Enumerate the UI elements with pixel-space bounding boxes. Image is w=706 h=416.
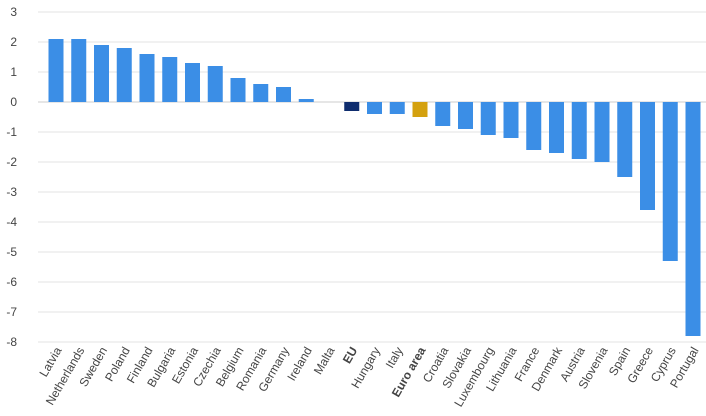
bar-netherlands xyxy=(71,39,87,102)
y-tick-label: 3 xyxy=(10,5,17,19)
bar-austria xyxy=(571,102,587,159)
bar-portugal xyxy=(685,102,701,336)
bar-cyprus xyxy=(662,102,678,261)
bar-lithuania xyxy=(503,102,519,138)
bar-denmark xyxy=(549,102,564,153)
bar-euro-area xyxy=(412,102,428,117)
bar-sweden xyxy=(94,45,109,102)
y-tick-label: -6 xyxy=(6,275,17,289)
bar-greece xyxy=(640,102,655,210)
y-tick-label: -2 xyxy=(6,155,17,169)
bar-spain xyxy=(617,102,633,177)
x-tick-label: Malta xyxy=(311,344,338,377)
y-tick-label: 1 xyxy=(10,65,17,79)
bar-luxembourg xyxy=(480,102,496,135)
bar-estonia xyxy=(185,63,200,102)
bar-hungary xyxy=(367,102,382,114)
y-tick-label: 0 xyxy=(10,95,17,109)
x-tick-label: EU xyxy=(340,345,360,366)
y-axis: 3 2 1 0 -1 -2 -3 -4 -5 -6 -7 -8 xyxy=(6,5,17,349)
bar-czechia xyxy=(207,66,223,102)
bars xyxy=(48,39,701,336)
y-tick-label: -5 xyxy=(6,245,17,259)
y-tick-label: -7 xyxy=(6,305,17,319)
bar-eu xyxy=(344,102,360,111)
bar-slovenia xyxy=(594,102,610,162)
bar-ireland xyxy=(298,99,314,102)
bar-france xyxy=(526,102,542,150)
bar-latvia xyxy=(48,39,64,102)
bar-belgium xyxy=(230,78,246,102)
bar-romania xyxy=(253,84,269,102)
bar-croatia xyxy=(435,102,451,126)
y-tick-label: -8 xyxy=(6,335,17,349)
bar-slovakia xyxy=(458,102,473,129)
bar-poland xyxy=(116,48,132,102)
y-tick-label: 2 xyxy=(10,35,17,49)
x-axis: LatviaNetherlandsSwedenPolandFinlandBulg… xyxy=(36,344,701,410)
bar-italy xyxy=(389,102,405,114)
bar-bulgaria xyxy=(162,57,178,102)
bar-germany xyxy=(276,87,291,102)
bar-finland xyxy=(139,54,155,102)
y-tick-label: -4 xyxy=(6,215,17,229)
y-tick-label: -3 xyxy=(6,185,17,199)
x-tick-label: Italy xyxy=(383,345,406,371)
grid-lines xyxy=(38,11,706,343)
y-tick-label: -1 xyxy=(6,125,17,139)
